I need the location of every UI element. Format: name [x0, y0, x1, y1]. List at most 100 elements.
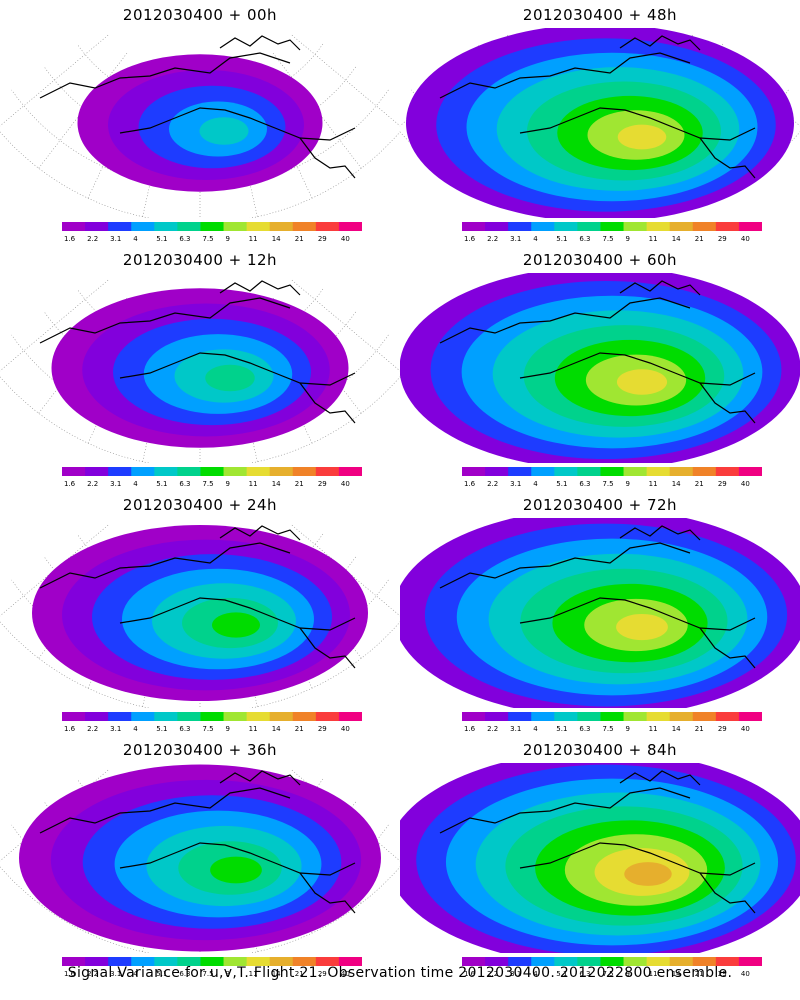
colorbar-label: 5.1: [556, 480, 567, 488]
colorbar-label: 2.2: [87, 725, 98, 733]
colorbar-swatch: [462, 467, 486, 476]
colorbar-swatch: [85, 712, 109, 721]
colorbar-swatch: [715, 712, 740, 721]
colorbar-swatch: [577, 712, 601, 721]
colorbar-swatch: [154, 712, 178, 721]
contour-band: [616, 613, 668, 641]
colorbar-label: 9: [626, 235, 630, 243]
variance-field: [406, 28, 794, 218]
colorbar-swatch: [108, 467, 132, 476]
colorbar-label: 4: [133, 725, 138, 733]
colorbar-label: 5.1: [156, 235, 167, 243]
colorbar-label: 40: [741, 725, 750, 733]
colorbar-swatch: [292, 222, 317, 231]
colorbar-label: 2.2: [87, 235, 98, 243]
colorbar-label: 9: [226, 235, 230, 243]
colorbar-label: 11: [249, 480, 258, 488]
colorbar-swatch: [669, 712, 694, 721]
colorbar-label: 2.2: [87, 480, 98, 488]
colorbar-swatch: [554, 222, 578, 231]
colorbar-swatch: [577, 467, 601, 476]
colorbar-swatch: [554, 467, 578, 476]
colorbar-label: 3.1: [110, 970, 121, 978]
colorbar-label: 6.3: [179, 235, 190, 243]
colorbar-label: 11: [249, 970, 258, 978]
colorbar-label: 7.5: [602, 725, 613, 733]
colorbar-swatch: [485, 467, 509, 476]
colorbar-label: 4: [133, 235, 138, 243]
colorbar-swatch: [315, 222, 340, 231]
colorbar-swatch: [462, 222, 486, 231]
colorbar-swatch: [738, 712, 762, 721]
colorbar-swatch: [177, 467, 201, 476]
colorbar-label: 3.1: [110, 480, 121, 488]
colorbar-label: 7.5: [202, 725, 213, 733]
panel-title: 2012030400 + 12h: [122, 251, 278, 269]
colorbar-swatch: [738, 222, 762, 231]
colorbar-swatch: [62, 467, 86, 476]
colorbar: 1.6 2.2 3.1 4 5.1 6.3 7.5 9 11 14 21 29 40: [62, 467, 362, 488]
map-panel: 2012030400 + 24h 1.6 2.2 3.1 4 5.1 6.3 7.5 9 11 14…: [0, 490, 400, 735]
colorbar-swatch: [623, 957, 648, 966]
contour-band: [205, 364, 255, 392]
colorbar-label: 21: [295, 970, 304, 978]
colorbar-label: 6.3: [579, 725, 590, 733]
colorbar-label: 1.6: [464, 235, 476, 243]
colorbar-swatch: [292, 957, 317, 966]
colorbar-label: 2.2: [487, 725, 498, 733]
colorbar-label: 7.5: [602, 235, 613, 243]
colorbar-label: 4: [133, 970, 138, 978]
colorbar-swatch: [692, 957, 717, 966]
colorbar-swatch: [269, 222, 294, 231]
colorbar-label: 21: [695, 970, 704, 978]
colorbar-label: 5.1: [556, 970, 567, 978]
colorbar-label: 2.2: [487, 235, 498, 243]
panel-title: 2012030400 + 60h: [522, 251, 678, 269]
colorbar-swatch: [223, 222, 248, 231]
colorbar-swatch: [577, 957, 601, 966]
colorbar-swatch: [485, 957, 509, 966]
contour-band: [212, 612, 260, 638]
colorbar-label: 11: [649, 235, 658, 243]
colorbar-swatch: [669, 467, 694, 476]
colorbar-label: 6.3: [579, 480, 590, 488]
colorbar-label: 6.3: [579, 235, 590, 243]
coastlines: [439, 525, 756, 669]
variance-field: [51, 288, 349, 448]
colorbar-label: 3.1: [510, 970, 521, 978]
colorbar-swatch: [131, 222, 155, 231]
panel-title: 2012030400 + 72h: [522, 496, 678, 514]
colorbar-label: 29: [318, 480, 327, 488]
colorbar-label: 4: [533, 725, 538, 733]
colorbar-swatch: [200, 222, 225, 231]
colorbar-swatch: [508, 712, 532, 721]
colorbar-swatch: [338, 957, 362, 966]
colorbar-label: 3.1: [110, 235, 121, 243]
colorbar-swatch: [623, 222, 648, 231]
colorbar-swatch: [554, 712, 578, 721]
colorbar-swatch: [646, 467, 671, 476]
variance-field: [400, 763, 800, 953]
colorbar: 1.6 2.2 3.1 4 5.1 6.3 7.5 9 11 14 21 29 40: [462, 957, 762, 978]
colorbar-label: 5.1: [156, 480, 167, 488]
colorbar-label: 14: [672, 725, 681, 733]
colorbar: 1.6 2.2 3.1 4 5.1 6.3 7.5 9 11 14 21 29 40: [462, 222, 762, 243]
colorbar-swatch: [62, 222, 86, 231]
panel-title: 2012030400 + 48h: [522, 6, 678, 24]
colorbar: 1.6 2.2 3.1 4 5.1 6.3 7.5 9 11 14 21 29 40: [62, 712, 362, 733]
colorbar-swatch: [692, 712, 717, 721]
polar-map: [400, 518, 800, 708]
colorbar-swatch: [462, 957, 486, 966]
colorbar-label: 1.6: [64, 970, 76, 978]
contour-band: [616, 369, 668, 395]
polar-map: [0, 764, 400, 953]
map-panel: 2012030400 + 72h 1.6 2.2 3.1 4 5.1 6.3 7.5 9 11 14…: [400, 490, 800, 735]
colorbar: 1.6 2.2 3.1 4 5.1 6.3 7.5 9 11 14 21 29 40: [62, 222, 362, 243]
map-panel: 2012030400 + 12h 1.6 2.2 3.1 4 5.1 6.3 7.5 9 11 14…: [0, 245, 400, 490]
colorbar-label: 14: [272, 725, 281, 733]
colorbar-label: 1.6: [64, 235, 76, 243]
colorbar-swatch: [462, 712, 486, 721]
colorbar-swatch: [223, 467, 248, 476]
colorbar-label: 21: [695, 235, 704, 243]
colorbar-label: 14: [272, 235, 281, 243]
